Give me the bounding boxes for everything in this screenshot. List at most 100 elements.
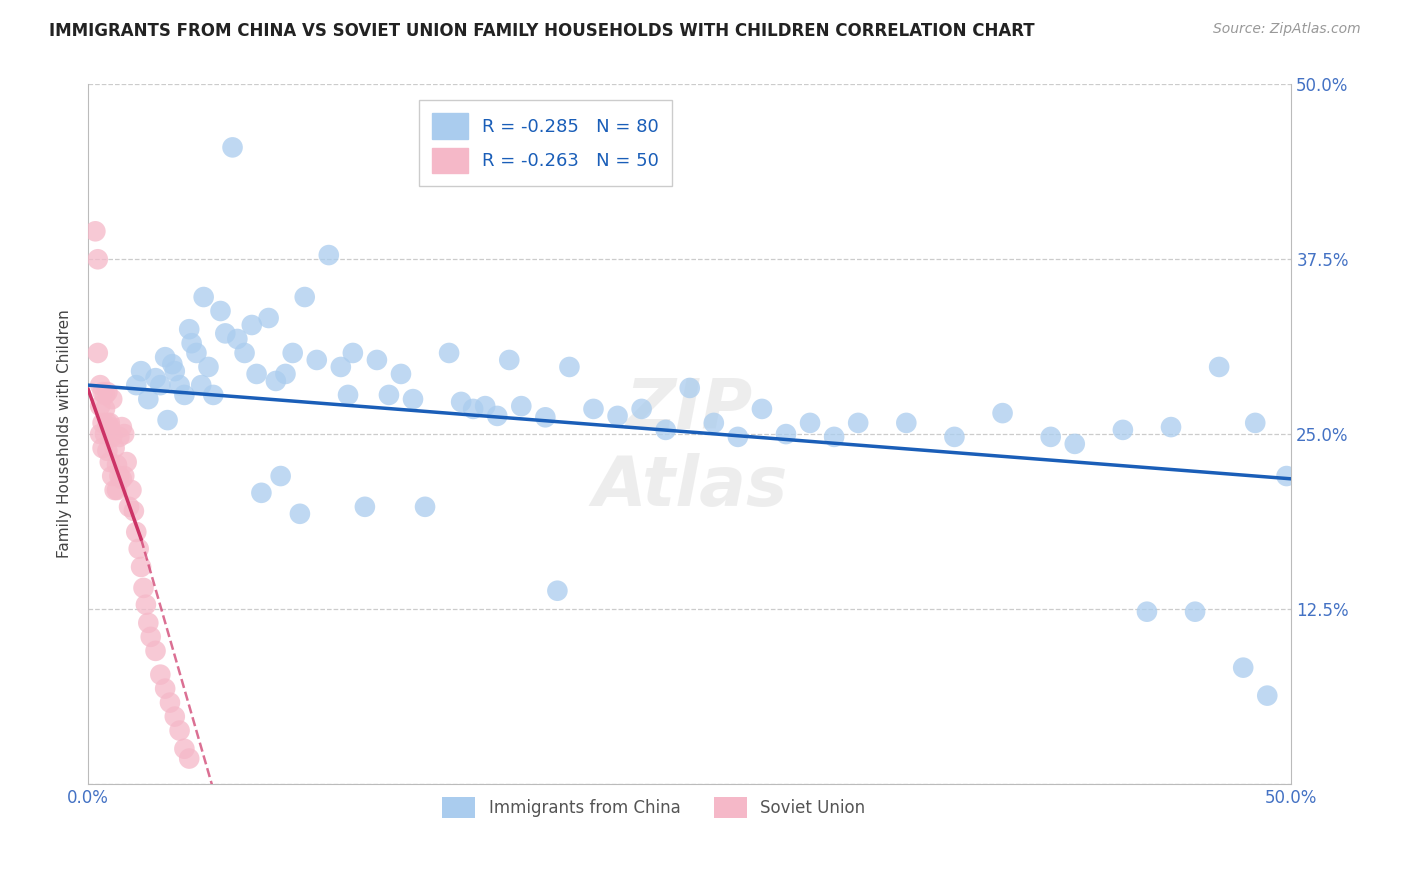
Point	[91, 441, 114, 455]
Point	[139, 630, 162, 644]
Legend: Immigrants from China, Soviet Union: Immigrants from China, Soviet Union	[436, 790, 872, 824]
Point	[498, 353, 520, 368]
Point	[122, 504, 145, 518]
Point	[101, 430, 124, 444]
Point	[112, 469, 135, 483]
Point	[250, 485, 273, 500]
Point	[337, 388, 360, 402]
Point	[94, 388, 117, 402]
Point	[1160, 420, 1182, 434]
Point	[129, 364, 152, 378]
Point	[163, 364, 186, 378]
Point	[202, 388, 225, 402]
Point	[108, 469, 131, 483]
Point	[91, 416, 114, 430]
Point	[294, 290, 316, 304]
Point	[186, 346, 208, 360]
Point	[108, 430, 131, 444]
Point	[1136, 605, 1159, 619]
Point	[463, 401, 485, 416]
Point	[125, 378, 148, 392]
Point	[121, 483, 143, 497]
Point	[98, 420, 121, 434]
Point	[169, 723, 191, 738]
Point	[654, 423, 676, 437]
Point	[190, 378, 212, 392]
Point	[98, 416, 121, 430]
Point	[221, 140, 243, 154]
Point	[163, 709, 186, 723]
Point	[775, 427, 797, 442]
Point	[136, 392, 159, 406]
Point	[546, 583, 568, 598]
Point	[274, 367, 297, 381]
Point	[679, 381, 702, 395]
Point	[226, 332, 249, 346]
Point	[1244, 416, 1267, 430]
Text: Source: ZipAtlas.com: Source: ZipAtlas.com	[1213, 22, 1361, 37]
Point	[179, 322, 201, 336]
Point	[846, 416, 869, 430]
Point	[96, 416, 118, 430]
Point	[896, 416, 918, 430]
Point	[991, 406, 1014, 420]
Point	[437, 346, 460, 360]
Point	[510, 399, 533, 413]
Point	[112, 427, 135, 442]
Point	[89, 399, 111, 413]
Point	[246, 367, 269, 381]
Point	[89, 378, 111, 392]
Point	[193, 290, 215, 304]
Point	[378, 388, 401, 402]
Point	[129, 560, 152, 574]
Text: ZIP
Atlas: ZIP Atlas	[592, 376, 787, 520]
Y-axis label: Family Households with Children: Family Households with Children	[58, 310, 72, 558]
Point	[104, 483, 127, 497]
Point	[329, 359, 352, 374]
Point	[209, 304, 232, 318]
Point	[179, 751, 201, 765]
Point	[118, 500, 141, 514]
Text: IMMIGRANTS FROM CHINA VS SOVIET UNION FAMILY HOUSEHOLDS WITH CHILDREN CORRELATIO: IMMIGRANTS FROM CHINA VS SOVIET UNION FA…	[49, 22, 1035, 40]
Point	[153, 681, 176, 696]
Point	[703, 416, 725, 430]
Point	[149, 378, 172, 392]
Point	[823, 430, 845, 444]
Point	[943, 430, 966, 444]
Point	[128, 541, 150, 556]
Point	[91, 385, 114, 400]
Point	[1039, 430, 1062, 444]
Point	[630, 401, 652, 416]
Point	[1063, 437, 1085, 451]
Point	[101, 469, 124, 483]
Point	[534, 410, 557, 425]
Point	[156, 413, 179, 427]
Point	[270, 469, 292, 483]
Point	[135, 598, 157, 612]
Point	[145, 644, 167, 658]
Point	[104, 441, 127, 455]
Point	[149, 667, 172, 681]
Point	[354, 500, 377, 514]
Point	[105, 483, 128, 497]
Point	[132, 581, 155, 595]
Point	[1256, 689, 1278, 703]
Point	[96, 443, 118, 458]
Point	[180, 336, 202, 351]
Point	[162, 357, 184, 371]
Point	[402, 392, 425, 406]
Point	[94, 401, 117, 416]
Point	[305, 353, 328, 368]
Point	[450, 395, 472, 409]
Point	[281, 346, 304, 360]
Point	[288, 507, 311, 521]
Point	[240, 318, 263, 332]
Point	[125, 524, 148, 539]
Point	[173, 388, 195, 402]
Point	[173, 741, 195, 756]
Point	[214, 326, 236, 341]
Point	[257, 311, 280, 326]
Point	[727, 430, 749, 444]
Point	[413, 500, 436, 514]
Point	[96, 385, 118, 400]
